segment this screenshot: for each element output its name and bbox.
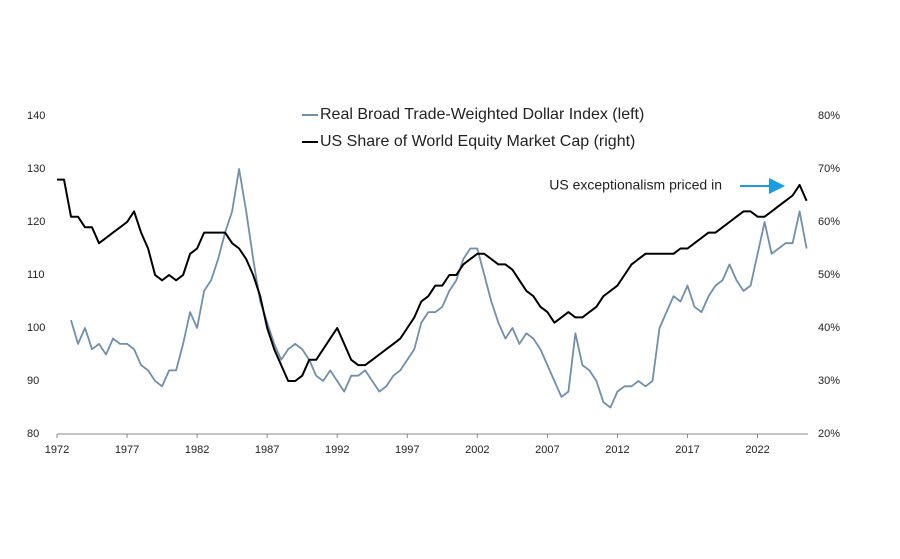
- y2-tick-label: 70%: [818, 163, 840, 175]
- y2-tick-label: 40%: [818, 322, 840, 334]
- x-tick-label: 1992: [325, 444, 349, 456]
- legend-label: Real Broad Trade-Weighted Dollar Index (…: [320, 106, 644, 123]
- y-tick-label: 110: [27, 269, 45, 281]
- series-line: [57, 178, 808, 382]
- x-tick-label: 2007: [535, 444, 559, 456]
- x-tick-label: 1977: [115, 444, 139, 456]
- y-tick-label: 130: [27, 163, 45, 175]
- y-tick-label: 120: [27, 216, 45, 228]
- y2-tick-label: 30%: [818, 375, 840, 387]
- y-tick-label: 90: [27, 375, 39, 387]
- x-tick-label: 1972: [45, 444, 69, 456]
- x-tick-label: 2012: [605, 444, 629, 456]
- y2-tick-label: 60%: [818, 216, 840, 228]
- x-tick-label: 2017: [675, 444, 699, 456]
- y-tick-label: 100: [27, 322, 45, 334]
- legend-label: US Share of World Equity Market Cap (rig…: [320, 133, 635, 150]
- x-tick-label: 1987: [255, 444, 279, 456]
- x-tick-label: 2022: [745, 444, 769, 456]
- y2-tick-label: 80%: [818, 110, 840, 122]
- x-tick-label: 1997: [395, 444, 419, 456]
- annotation: US exceptionalism priced in: [549, 177, 722, 193]
- y2-tick-label: 50%: [818, 269, 840, 281]
- y2-tick-label: 20%: [818, 428, 840, 440]
- y-tick-label: 80: [27, 428, 39, 440]
- y-tick-label: 140: [27, 110, 45, 122]
- x-tick-label: 1982: [185, 444, 209, 456]
- x-tick-label: 2002: [465, 444, 489, 456]
- series-line: [70, 168, 808, 409]
